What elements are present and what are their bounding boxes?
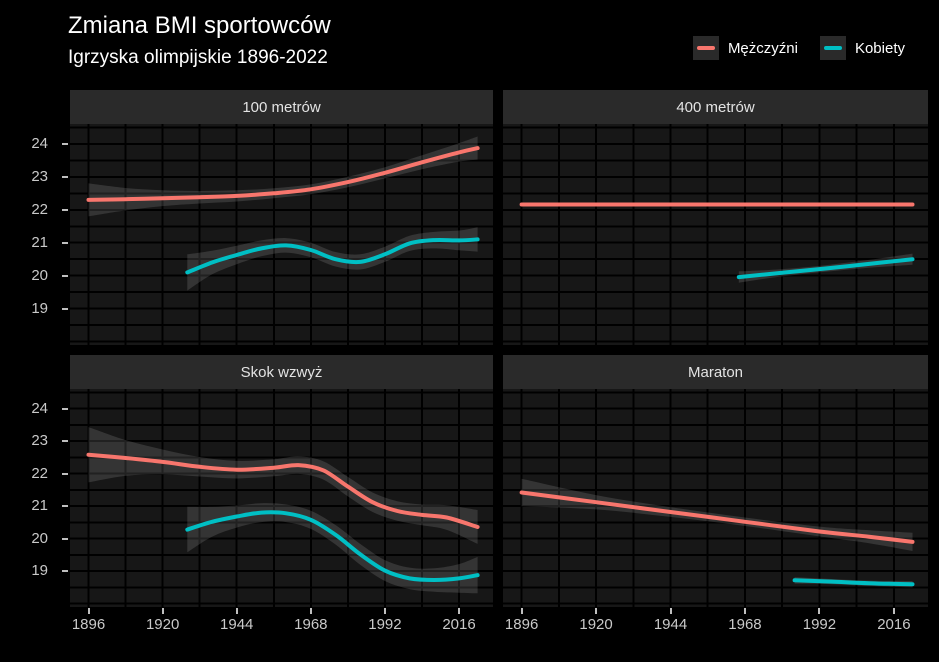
trend-line-women [185,510,480,583]
legend-item-women: Kobiety [819,36,905,60]
trend-line-women [736,257,915,280]
legend-item-men: Mężczyźni [692,36,798,60]
x-tick-mark [161,608,164,614]
y-tick-label: 20 [31,529,48,547]
grid-lines [70,389,493,607]
y-tick-label: 19 [31,299,48,317]
facet-strip-400-metrow: 400 metrów [503,90,928,124]
y-tick-mark [62,307,68,310]
y-tick-label: 22 [31,200,48,218]
panel-100-metrow [70,124,493,345]
y-tick-mark [62,208,68,211]
legend-key-icon [692,36,719,60]
x-tick-mark [520,608,523,614]
panel-maraton [503,389,928,607]
x-tick-mark [595,608,598,614]
y-tick-label: 22 [31,464,48,482]
x-tick-label: 1968 [294,616,328,633]
x-tick-label: 1944 [653,616,688,633]
x-tick-mark [309,608,312,614]
y-tick-label: 21 [31,233,48,251]
legend-key-icon [819,36,846,60]
legend-line-swatch [696,46,715,50]
x-tick-label: 2016 [442,616,476,633]
confidence-ribbon [187,503,478,594]
trend-line-men [86,146,480,202]
y-tick-mark [62,570,68,573]
facet-strip-maraton: Maraton [503,355,928,389]
trend-line-men [86,452,480,529]
facet-strip-skok-wzwyz: Skok wzwyż [70,355,493,389]
x-tick-label: 2016 [877,616,911,633]
facet-strip-100-metrow: 100 metrów [70,90,493,124]
legend-line-swatch [823,46,842,50]
y-tick-mark [62,407,68,410]
x-tick-mark [892,608,895,614]
chart-title: Zmiana BMI sportowców [68,12,331,39]
x-tick-mark [818,608,821,614]
x-tick-mark [235,608,238,614]
x-tick-mark [743,608,746,614]
legend: Mężczyźni Kobiety [692,36,905,60]
y-tick-mark [62,537,68,540]
x-tick-mark [87,608,90,614]
x-tick-mark [458,608,461,614]
y-tick-label: 23 [31,432,48,450]
x-tick-label: 1968 [728,616,762,633]
confidence-ribbon [88,427,478,544]
legend-label: Kobiety [854,39,905,57]
y-tick-mark [62,175,68,178]
y-tick-label: 21 [31,497,48,515]
x-tick-label: 1992 [802,616,837,633]
trend-line-women [185,237,480,275]
y-tick-mark [62,274,68,277]
x-tick-label: 1992 [368,616,402,633]
grid-lines [503,124,928,345]
x-tick-label: 1920 [579,616,613,633]
chart-subtitle: Igrzyska olimpijskie 1896-2022 [68,47,328,68]
y-tick-mark [62,440,68,443]
x-tick-label: 1896 [71,616,106,633]
confidence-ribbon [521,478,913,551]
y-tick-label: 24 [31,134,48,152]
y-tick-label: 19 [31,562,48,580]
grid-lines [503,389,928,607]
legend-label: Mężczyźni [727,39,798,57]
x-tick-label: 1896 [504,616,539,633]
y-tick-mark [62,505,68,508]
trend-line-men [519,490,915,544]
y-tick-mark [62,241,68,244]
x-tick-mark [383,608,386,614]
x-tick-label: 1944 [220,616,254,633]
x-tick-label: 1920 [145,616,180,633]
panel-skok-wzwyz [70,389,493,607]
trend-line-women [792,578,915,587]
y-tick-label: 23 [31,167,48,185]
y-tick-label: 24 [31,399,48,417]
y-tick-label: 20 [31,266,48,284]
y-tick-mark [62,142,68,145]
y-tick-mark [62,472,68,475]
panel-400-metrow [503,124,928,345]
x-tick-mark [669,608,672,614]
